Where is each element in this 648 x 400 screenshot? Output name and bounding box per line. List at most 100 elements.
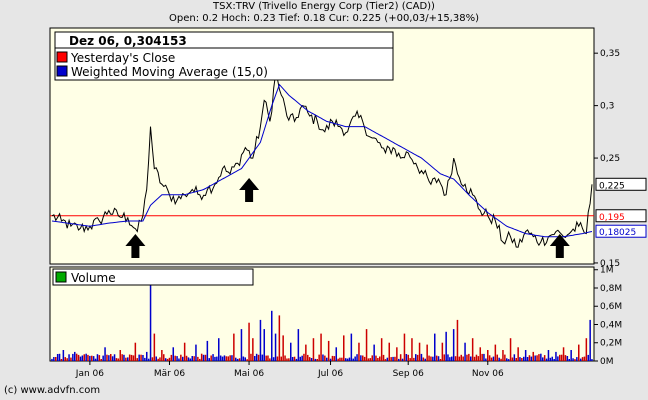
volume-bar — [210, 355, 212, 361]
volume-bar — [307, 354, 309, 361]
volume-bar — [316, 359, 319, 361]
volume-bar — [411, 338, 413, 361]
volume-bar — [523, 356, 525, 361]
volume-bar — [382, 354, 385, 361]
volume-bar — [589, 319, 591, 361]
volume-bar — [441, 342, 444, 361]
volume-bar — [303, 353, 305, 361]
volume-bar — [500, 358, 502, 361]
volume-bar — [236, 358, 239, 361]
price-panel: 0,35 0,3 0,25 0,15 0,225 0,195 0,18025 Dez 06, … — [49, 27, 647, 269]
volume-bar — [348, 357, 351, 361]
volume-bar — [111, 356, 114, 361]
legend-swatch — [56, 65, 68, 77]
volume-bar — [100, 359, 103, 361]
volume-bar — [138, 354, 140, 361]
volume-bar — [263, 329, 266, 361]
volume-bar — [94, 358, 97, 361]
volume-bar — [344, 358, 347, 361]
volume-bar — [329, 358, 332, 361]
volume-bar — [392, 356, 394, 361]
volume-bar — [168, 357, 171, 361]
volume-bar — [524, 350, 527, 361]
volume-bar — [235, 357, 237, 361]
volume-bar — [75, 353, 78, 361]
volume-bar — [102, 355, 104, 361]
x-tick-label: Mai 06 — [234, 369, 264, 379]
volume-bar — [470, 356, 472, 361]
volume-bar — [161, 350, 163, 361]
volume-bar — [149, 283, 152, 361]
volume-bar — [64, 357, 67, 361]
legend-entry: Weighted Moving Average (15,0) — [71, 65, 268, 79]
volume-bar — [356, 354, 358, 361]
volume-legend — [52, 268, 254, 286]
volume-bar — [246, 359, 248, 361]
volume-bar — [242, 356, 245, 361]
volume-bar — [72, 353, 74, 361]
volume-bar — [460, 354, 463, 361]
volume-bar — [494, 344, 497, 361]
volume-bar — [555, 351, 557, 361]
volume-bar — [371, 355, 374, 361]
volume-bar — [396, 347, 398, 361]
volume-bar — [562, 347, 565, 361]
volume-y-tick-label: 0,4M — [600, 320, 622, 330]
volume-bar — [339, 357, 341, 361]
volume-bar — [578, 344, 580, 361]
volume-bar — [384, 359, 387, 361]
annotation-arrow-icon — [549, 234, 570, 258]
volume-bar — [538, 354, 540, 361]
volume-bar — [81, 355, 84, 361]
volume-bar — [51, 358, 53, 361]
volume-bar — [259, 319, 262, 361]
volume-bar — [229, 355, 231, 361]
volume-bar — [454, 356, 457, 361]
wma-series-line — [51, 83, 593, 238]
volume-bar — [248, 322, 250, 361]
volume-bar — [473, 356, 476, 361]
volume-bar — [312, 338, 315, 361]
x-tick-label: Jul 06 — [317, 369, 343, 379]
volume-bar — [490, 357, 493, 361]
volume-bar — [363, 356, 366, 361]
volume-bar — [252, 338, 254, 361]
volume-bar — [132, 355, 135, 361]
volume-bar — [388, 342, 391, 361]
copyright-text: (c) www.advfn.com — [4, 385, 101, 396]
volume-bar — [420, 353, 423, 361]
price-y-tick-label: 0,35 — [600, 49, 620, 59]
price-y-tick-label: 0,15 — [600, 259, 620, 269]
volume-bar — [153, 333, 156, 361]
volume-bar — [274, 333, 277, 361]
volume-bar — [502, 350, 504, 361]
volume-bar — [405, 354, 408, 361]
volume-bar — [488, 355, 491, 361]
volume-bar — [542, 357, 544, 361]
volume-bar — [271, 310, 273, 361]
volume-bar — [557, 356, 559, 361]
volume-bar — [164, 358, 167, 361]
volume-bar — [286, 358, 288, 361]
volume-bar — [83, 354, 86, 361]
volume-legend-swatch — [55, 271, 67, 283]
volume-bar — [475, 354, 478, 361]
volume-bar — [407, 354, 410, 361]
volume-bar — [261, 354, 264, 361]
volume-bar — [456, 319, 459, 361]
volume-bar — [79, 356, 82, 361]
volume-legend-label: Volume — [71, 271, 116, 285]
volume-bar — [320, 333, 322, 361]
volume-bar — [464, 342, 466, 361]
volume-bar — [183, 342, 186, 361]
volume-bar — [163, 354, 165, 361]
price-y-tick-label: 0,25 — [600, 154, 620, 164]
volume-bar — [504, 354, 506, 361]
volume-bar — [56, 354, 59, 361]
x-axis: Jan 06 Mär 06 Mai 06 Jul 06 Sep 06 Nov 06 — [75, 361, 504, 379]
volume-bar — [123, 354, 125, 361]
volume-bar — [308, 357, 311, 361]
volume-bar — [178, 358, 180, 361]
volume-bar — [399, 354, 402, 361]
